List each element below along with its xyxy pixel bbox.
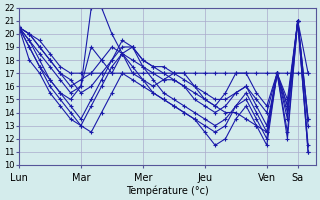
X-axis label: Température (°c): Température (°c)	[126, 185, 209, 196]
